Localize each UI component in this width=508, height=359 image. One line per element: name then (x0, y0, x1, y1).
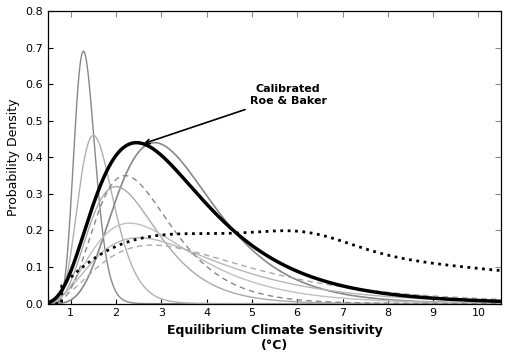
X-axis label: Equilibrium Climate Sensitivity
(°C): Equilibrium Climate Sensitivity (°C) (167, 324, 383, 352)
Text: Calibrated
Roe & Baker: Calibrated Roe & Baker (145, 84, 327, 144)
Y-axis label: Probability Density: Probability Density (7, 98, 20, 216)
